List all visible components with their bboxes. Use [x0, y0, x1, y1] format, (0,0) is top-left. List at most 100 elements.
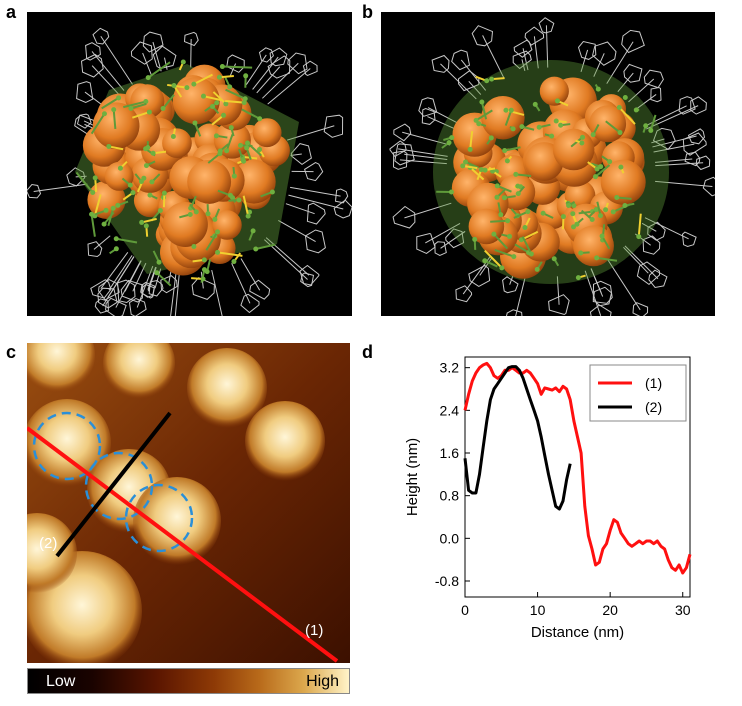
ligand-ring — [687, 128, 706, 145]
shell-bond — [141, 217, 157, 224]
ligand-ring — [393, 123, 412, 142]
shell-bond — [596, 256, 618, 262]
ligand-bond — [545, 25, 549, 68]
series-line-2 — [463, 365, 572, 511]
ligand-bond — [278, 220, 316, 242]
shell-atom — [534, 266, 540, 272]
shell-atom — [223, 101, 229, 107]
ligand-bond — [168, 270, 172, 285]
y-tick-label: 2.4 — [440, 402, 460, 418]
shell-atom — [603, 207, 609, 213]
shell-bond — [649, 114, 657, 131]
shell-bond — [605, 120, 621, 134]
shell-atom — [204, 269, 210, 275]
ligand-ring — [392, 205, 416, 229]
shell-atom — [227, 84, 233, 90]
ligand-ring — [650, 86, 662, 103]
dashed-circle-1 — [32, 411, 102, 481]
panel-letter-b: b — [362, 2, 373, 22]
shell-bond — [513, 210, 529, 219]
shell-atom — [489, 76, 495, 82]
ligand-bond — [132, 262, 147, 292]
metal-atom-sphere — [162, 128, 192, 159]
shell-atom — [491, 231, 497, 237]
shell-atom — [473, 117, 479, 123]
shell-atom — [139, 219, 145, 225]
shell-atom — [503, 107, 509, 113]
ligand-bond — [440, 231, 466, 249]
ligand-bond — [644, 217, 689, 240]
shell-atom — [463, 159, 469, 165]
ligand-bond — [267, 68, 311, 105]
shell-bond — [222, 65, 253, 69]
ligand-ring — [647, 221, 666, 241]
ligand-bond — [100, 35, 133, 85]
stm-image: (2) (1) — [27, 343, 350, 663]
metal-atom-sphere — [231, 159, 276, 204]
ligand-bond — [653, 143, 695, 153]
shell-atom — [111, 107, 117, 113]
ligand-ring — [431, 54, 450, 73]
shell-atom — [101, 111, 107, 117]
shell-atom — [227, 192, 233, 198]
stm-render: (2) (1) — [27, 343, 350, 663]
ligand-bond — [290, 153, 302, 157]
ligand-bond — [646, 105, 699, 130]
ligand-ring — [502, 276, 519, 294]
shell-atom — [147, 192, 153, 198]
x-tick-label: 30 — [675, 602, 691, 618]
ligand-ring — [92, 27, 110, 45]
shell-bond — [255, 243, 276, 250]
ligand-bond — [644, 105, 687, 127]
shell-atom — [193, 209, 199, 215]
shell-atom — [245, 213, 251, 219]
shell-bond — [90, 214, 96, 237]
ligand-ring — [191, 277, 215, 300]
shell-atom — [191, 244, 197, 250]
shell-atom — [146, 109, 152, 115]
panel-letter-d: d — [362, 342, 373, 362]
shell-atom — [578, 250, 584, 256]
shell-bond — [116, 237, 138, 244]
x-tick-label: 0 — [461, 602, 469, 618]
shell-atom — [607, 159, 613, 165]
shell-atom — [228, 125, 234, 131]
shell-atom — [510, 126, 516, 132]
shell-atom — [498, 212, 504, 218]
ligand-bond — [607, 259, 641, 311]
ligand-bond — [479, 257, 493, 276]
ligand-ring — [468, 264, 491, 287]
ligand-bond — [584, 270, 602, 316]
ligand-ring — [681, 231, 697, 248]
shell-atom — [472, 236, 478, 242]
shell-atom — [594, 255, 600, 261]
ligand-bond — [460, 59, 487, 91]
shell-atom — [579, 140, 585, 146]
shell-atom — [215, 249, 221, 255]
shell-atom — [505, 218, 511, 224]
ligand-bond — [262, 62, 299, 99]
shell-atom — [89, 211, 95, 217]
ligand-bond — [440, 63, 477, 100]
ligand-ring — [240, 293, 260, 314]
ligand-ring — [702, 176, 715, 197]
shell-atom — [614, 194, 620, 200]
shell-bond — [217, 251, 243, 257]
ligand-ring — [76, 81, 94, 104]
x-tick-label: 20 — [602, 602, 618, 618]
shell-atom — [143, 99, 149, 105]
shell-atom — [460, 163, 466, 169]
shell-atom — [551, 256, 557, 262]
ligand-bond — [288, 194, 344, 210]
ligand-ring — [636, 261, 661, 286]
cluster-render-a — [27, 27, 352, 316]
ligand-ring — [290, 143, 312, 166]
shell-atom — [224, 148, 230, 154]
ligand-bond — [522, 48, 529, 71]
shell-atom — [507, 233, 513, 239]
shell-atom — [566, 203, 572, 209]
shell-atom — [536, 124, 542, 130]
cluster-structure-image-a — [27, 12, 352, 316]
shell-atom — [253, 246, 259, 252]
shell-atom — [138, 179, 144, 185]
